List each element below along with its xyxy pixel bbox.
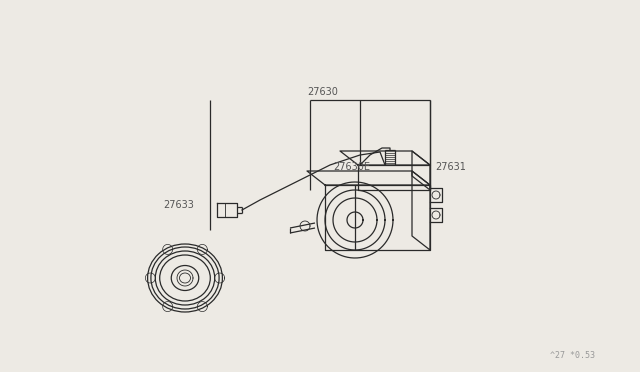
Text: ^27 *0.53: ^27 *0.53: [550, 350, 595, 359]
Text: 27630: 27630: [307, 87, 338, 97]
Text: 27633: 27633: [163, 200, 194, 210]
Text: 27630E: 27630E: [333, 162, 370, 172]
Text: 27631: 27631: [435, 162, 466, 172]
